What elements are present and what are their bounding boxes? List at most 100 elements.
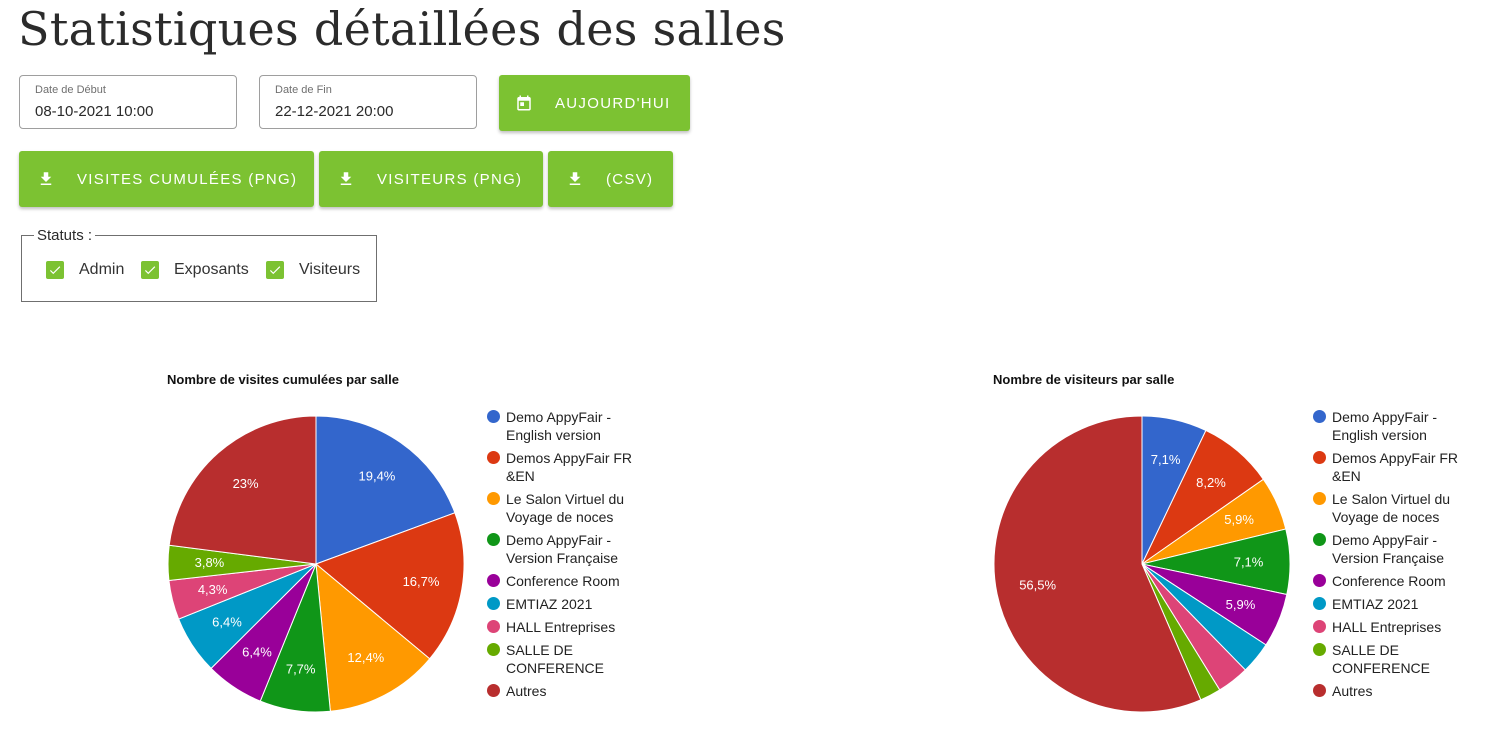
- legend-label: Demo AppyFair - English version: [506, 409, 612, 443]
- legend-label: EMTIAZ 2021: [1332, 596, 1419, 612]
- legend-item[interactable]: Le Salon Virtuel du Voyage de noces: [1313, 490, 1482, 526]
- legend-swatch: [1313, 492, 1326, 505]
- legend-item[interactable]: EMTIAZ 2021: [1313, 595, 1482, 613]
- today-button-label: AUJOURD'HUI: [555, 94, 671, 112]
- legend-item[interactable]: Conference Room: [487, 572, 656, 590]
- legend-label: Demo AppyFair - English version: [1332, 409, 1438, 443]
- statuts-fieldset: Statuts : Admin Exposants Visiteurs: [21, 227, 377, 302]
- slice-label: 16,7%: [403, 574, 440, 589]
- pie-slice[interactable]: [993, 415, 1202, 713]
- slice-label: 7,1%: [1234, 554, 1264, 569]
- start-date-field[interactable]: Date de Début: [19, 75, 237, 129]
- slice-label: 5,9%: [1226, 597, 1256, 612]
- end-date-field[interactable]: Date de Fin: [259, 75, 477, 129]
- legend-label: HALL Entreprises: [506, 619, 616, 635]
- chart-visitors-pie: 7,1% 8,2% 5,9% 7,1% 5,9% 56,5%: [993, 415, 1291, 713]
- slice-label: 8,2%: [1196, 475, 1226, 490]
- checkbox-exposants[interactable]: Exposants: [141, 261, 249, 279]
- check-icon: [141, 261, 159, 279]
- slice-label: 6,4%: [242, 645, 272, 660]
- legend-swatch: [1313, 451, 1326, 464]
- download-icon: [337, 170, 355, 188]
- legend-item[interactable]: SALLE DE CONFERENCE: [1313, 641, 1482, 677]
- legend-item[interactable]: Demo AppyFair - Version Française: [1313, 531, 1482, 567]
- legend-swatch: [487, 451, 500, 464]
- legend-label: Demos AppyFair FR &EN: [1332, 450, 1459, 484]
- legend-swatch: [1313, 574, 1326, 587]
- chart-visits-title: Nombre de visites cumulées par salle: [167, 372, 399, 387]
- legend-item[interactable]: Demos AppyFair FR &EN: [1313, 449, 1482, 485]
- end-date-input[interactable]: [275, 103, 465, 120]
- legend-item[interactable]: Demo AppyFair - English version: [1313, 408, 1482, 444]
- end-date-label: Date de Fin: [275, 84, 332, 96]
- legend-swatch: [487, 684, 500, 697]
- legend-label: EMTIAZ 2021: [506, 596, 593, 612]
- slice-label: 56,5%: [1019, 578, 1056, 593]
- slice-label: 4,3%: [198, 582, 228, 597]
- start-date-input[interactable]: [35, 103, 225, 120]
- calendar-icon: [515, 94, 533, 112]
- slice-label: 3,8%: [195, 555, 225, 570]
- slice-label: 7,1%: [1151, 452, 1181, 467]
- legend-label: Conference Room: [506, 573, 620, 589]
- legend-label: Conference Room: [1332, 573, 1446, 589]
- page-title: Statistiques détaillées des salles: [18, 2, 786, 56]
- export-visits-png-button[interactable]: VISITES CUMULÉES (PNG): [19, 151, 314, 207]
- legend-swatch: [1313, 597, 1326, 610]
- legend-item[interactable]: Demos AppyFair FR &EN: [487, 449, 656, 485]
- checkbox-admin[interactable]: Admin: [46, 261, 124, 279]
- legend-label: Le Salon Virtuel du Voyage de noces: [1332, 491, 1451, 525]
- check-icon: [266, 261, 284, 279]
- export-csv-label: (CSV): [606, 170, 654, 188]
- legend-item[interactable]: Demo AppyFair - English version: [487, 408, 656, 444]
- pie-slice[interactable]: [315, 512, 465, 660]
- legend-swatch: [1313, 643, 1326, 656]
- slice-label: 5,9%: [1224, 512, 1254, 527]
- legend-item[interactable]: HALL Entreprises: [487, 618, 656, 636]
- statuts-legend: Statuts :: [34, 227, 96, 244]
- legend-item[interactable]: Demo AppyFair - Version Française: [487, 531, 656, 567]
- legend-swatch: [487, 597, 500, 610]
- today-button[interactable]: AUJOURD'HUI: [499, 75, 690, 131]
- export-visitors-png-label: VISITEURS (PNG): [377, 170, 523, 188]
- slice-label: 12,4%: [347, 650, 384, 665]
- chart-visitors-legend: Demo AppyFair - English version Demos App…: [1313, 408, 1483, 708]
- legend-label: Autres: [506, 683, 547, 699]
- legend-swatch: [487, 533, 500, 546]
- legend-item[interactable]: SALLE DE CONFERENCE: [487, 641, 656, 677]
- legend-item[interactable]: EMTIAZ 2021: [487, 595, 656, 613]
- checkbox-exposants-label: Exposants: [174, 261, 249, 278]
- download-icon: [37, 170, 55, 188]
- pie-slice[interactable]: [315, 562, 431, 712]
- legend-swatch: [1313, 533, 1326, 546]
- legend-swatch: [1313, 684, 1326, 697]
- chart-visitors-title: Nombre de visiteurs par salle: [993, 372, 1175, 387]
- legend-swatch: [487, 574, 500, 587]
- checkbox-visiteurs-label: Visiteurs: [299, 261, 361, 278]
- slice-label: 7,7%: [286, 661, 316, 676]
- export-visitors-png-button[interactable]: VISITEURS (PNG): [319, 151, 543, 207]
- legend-swatch: [487, 492, 500, 505]
- legend-label: Demo AppyFair - Version Française: [1332, 532, 1445, 566]
- legend-swatch: [487, 643, 500, 656]
- legend-item[interactable]: Conference Room: [1313, 572, 1482, 590]
- legend-swatch: [487, 620, 500, 633]
- legend-swatch: [1313, 620, 1326, 633]
- export-visits-png-label: VISITES CUMULÉES (PNG): [77, 170, 298, 188]
- checkbox-visiteurs[interactable]: Visiteurs: [266, 261, 360, 279]
- pie-slice[interactable]: [168, 415, 317, 565]
- legend-label: SALLE DE CONFERENCE: [1332, 642, 1431, 676]
- chart-visits-legend: Demo AppyFair - English version Demos App…: [487, 408, 657, 708]
- slice-label: 23%: [233, 476, 259, 491]
- legend-item[interactable]: Autres: [487, 682, 656, 700]
- legend-item[interactable]: HALL Entreprises: [1313, 618, 1482, 636]
- checkbox-admin-label: Admin: [79, 261, 125, 278]
- pie-slice[interactable]: [315, 415, 456, 565]
- legend-label: Le Salon Virtuel du Voyage de noces: [506, 491, 625, 525]
- legend-item[interactable]: Autres: [1313, 682, 1482, 700]
- legend-swatch: [1313, 410, 1326, 423]
- download-icon: [566, 170, 584, 188]
- legend-label: Demos AppyFair FR &EN: [506, 450, 633, 484]
- export-csv-button[interactable]: (CSV): [548, 151, 673, 207]
- legend-item[interactable]: Le Salon Virtuel du Voyage de noces: [487, 490, 656, 526]
